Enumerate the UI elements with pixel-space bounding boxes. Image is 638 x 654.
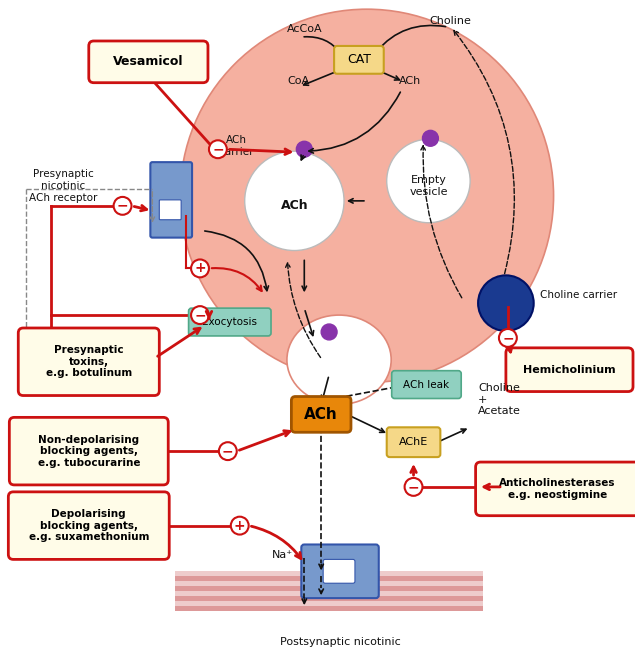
Text: +: + [234,519,246,532]
Circle shape [209,141,227,158]
Ellipse shape [287,315,391,404]
FancyBboxPatch shape [189,308,271,336]
Circle shape [422,130,438,146]
Text: −: − [408,480,419,494]
Text: Anticholinesterases
e.g. neostigmine: Anticholinesterases e.g. neostigmine [500,478,616,500]
Circle shape [191,306,209,324]
Circle shape [387,139,470,223]
Text: Choline
+
Acetate: Choline + Acetate [478,383,521,417]
Text: Exocytosis: Exocytosis [202,317,257,327]
Bar [175,601,483,606]
Text: Presynaptic
toxins,
e.g. botulinum: Presynaptic toxins, e.g. botulinum [46,345,132,379]
Circle shape [114,197,131,215]
Text: ACh: ACh [304,407,338,422]
Text: Choline carrier: Choline carrier [540,290,617,300]
Text: ACh leak: ACh leak [403,379,450,390]
FancyBboxPatch shape [19,328,160,396]
Text: Non-depolarising
blocking agents,
e.g. tubocurarine: Non-depolarising blocking agents, e.g. t… [38,434,140,468]
FancyBboxPatch shape [334,46,383,74]
FancyBboxPatch shape [323,559,355,583]
FancyBboxPatch shape [392,371,461,398]
Text: Postsynaptic nicotinic: Postsynaptic nicotinic [279,637,401,647]
Text: −: − [502,331,514,345]
Circle shape [499,329,517,347]
FancyBboxPatch shape [89,41,208,82]
Bar [175,596,483,601]
Bar [175,572,483,576]
Bar [175,591,483,596]
FancyBboxPatch shape [301,545,379,598]
Bar [175,586,483,591]
Text: AChE: AChE [399,438,428,447]
Circle shape [321,324,337,340]
Circle shape [404,478,422,496]
Circle shape [231,517,249,534]
Text: CAT: CAT [347,54,371,66]
Text: Choline: Choline [429,16,471,26]
Text: Na⁺: Na⁺ [272,551,293,560]
Circle shape [245,151,344,250]
Text: −: − [117,199,128,213]
FancyBboxPatch shape [292,396,351,432]
Circle shape [478,275,534,331]
Text: Empty
vesicle: Empty vesicle [409,175,448,197]
Text: ACh: ACh [281,199,308,213]
Text: CoA: CoA [287,76,309,86]
Circle shape [180,9,554,383]
Text: ACh
carrier: ACh carrier [219,135,254,157]
Text: Hemicholinium: Hemicholinium [523,365,616,375]
FancyBboxPatch shape [151,162,192,237]
Text: −: − [222,444,234,458]
Bar [175,576,483,581]
Circle shape [191,260,209,277]
FancyBboxPatch shape [506,348,633,392]
Bar [175,581,483,586]
Text: Vesamicol: Vesamicol [113,56,184,68]
FancyBboxPatch shape [10,417,168,485]
FancyBboxPatch shape [387,427,440,457]
Text: −: − [194,308,206,322]
Text: −: − [212,142,224,156]
Text: Depolarising
blocking agents,
e.g. suxamethonium: Depolarising blocking agents, e.g. suxam… [29,509,149,542]
Text: Presynaptic
nicotinic
ACh receptor: Presynaptic nicotinic ACh receptor [29,169,97,203]
Circle shape [219,442,237,460]
FancyBboxPatch shape [8,492,169,559]
FancyBboxPatch shape [160,200,181,220]
FancyBboxPatch shape [475,462,638,516]
Text: +: + [194,262,206,275]
Circle shape [296,141,312,157]
Text: ACh: ACh [399,76,421,86]
Bar [175,606,483,611]
Text: AcCoA: AcCoA [286,24,322,34]
